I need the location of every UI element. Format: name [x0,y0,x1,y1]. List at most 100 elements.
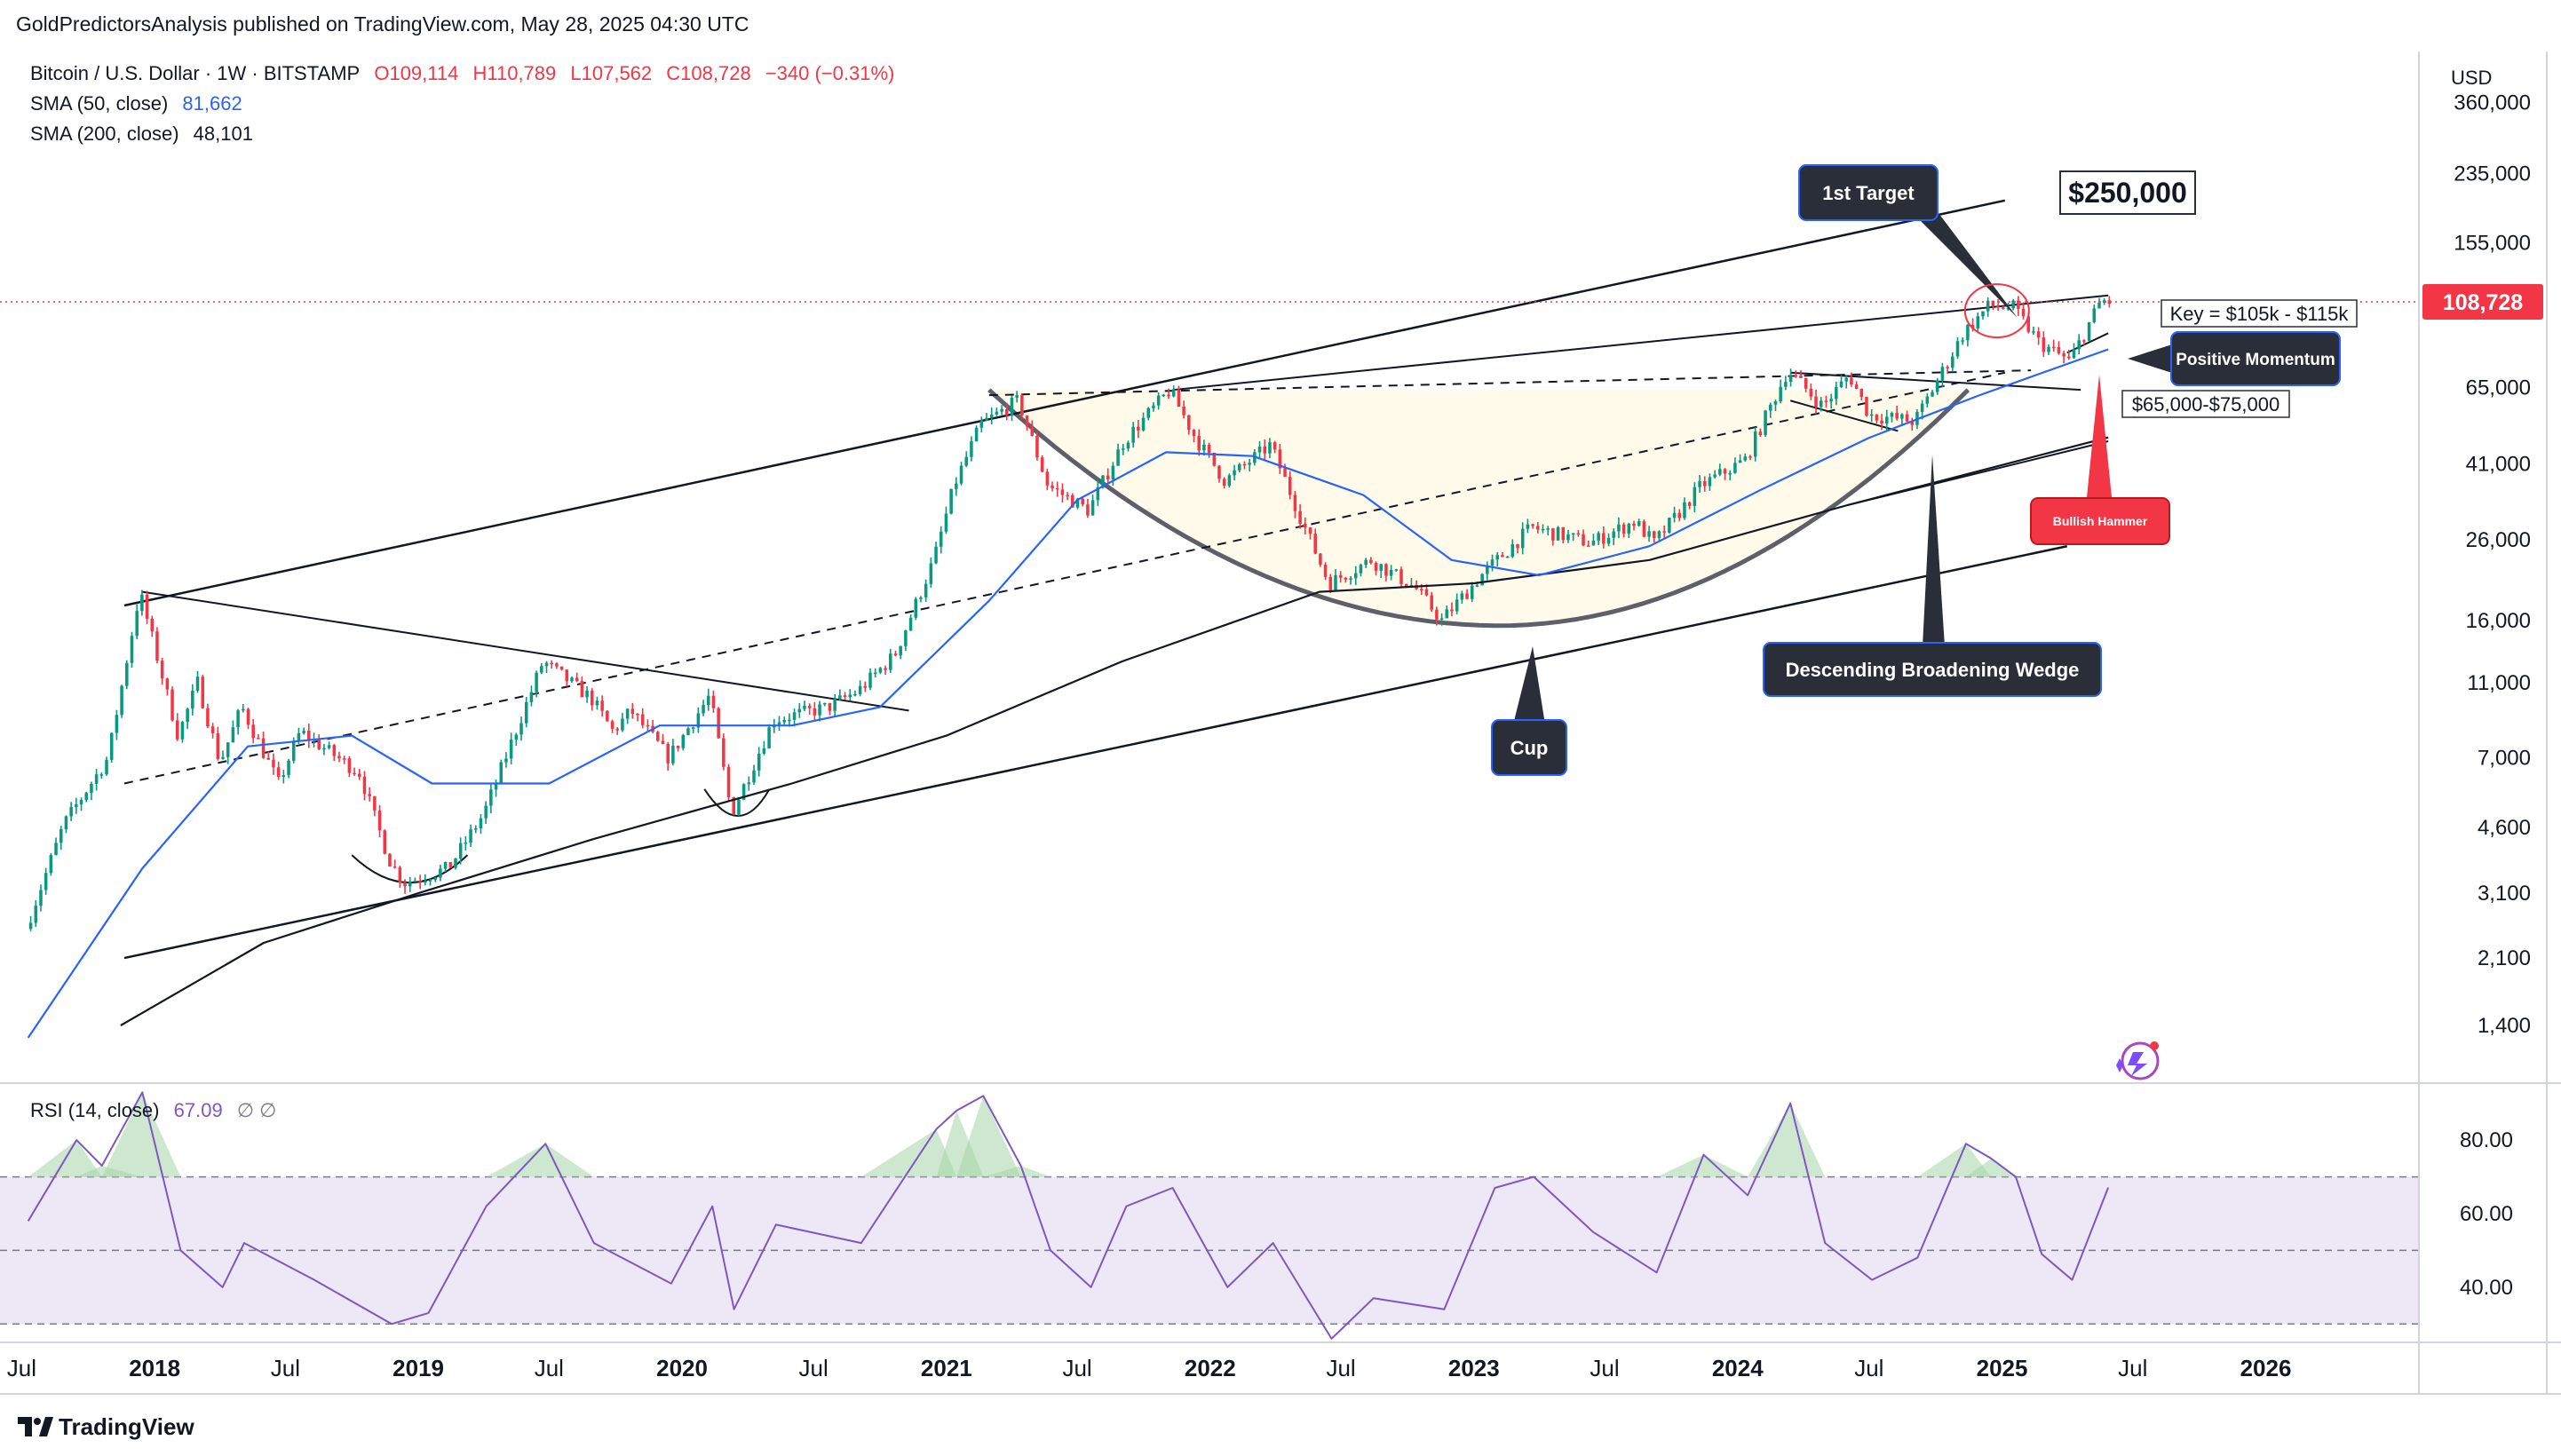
candle [1687,501,1692,510]
candle-body [1030,426,1035,436]
wedge-lower-line [1789,400,1899,432]
candle [1672,506,1677,523]
rsi-overbought-fill [1748,1103,1826,1177]
candle-body [1723,469,1727,474]
candle-body [2011,300,2015,309]
candle [195,670,200,693]
candle [1875,414,1879,424]
candle [1156,392,1161,410]
dashed-midline [123,371,2006,785]
first-target-callout[interactable]: 1st Target [1798,164,1939,221]
candle [392,859,397,869]
candle-body [1854,384,1859,390]
candle [1202,439,1206,456]
candle-body [1192,430,1196,437]
candle-body [797,708,802,713]
rsi-legend[interactable]: RSI (14, close) 67.09 ∅ ∅ [30,1099,276,1122]
candle-body [1597,533,1600,541]
candle-body [125,662,129,686]
candle [1445,605,1449,619]
candle [201,675,204,709]
candle [210,723,215,739]
positive-momentum-callout[interactable]: Positive Momentum [2170,331,2341,386]
candle-body [1925,396,1930,404]
cup-callout[interactable]: Cup [1491,719,1567,776]
candle [1435,606,1439,626]
candle [266,751,271,761]
candle [1192,429,1196,443]
candle-body [1227,475,1232,487]
candle-body [1835,387,1838,400]
time-tick-label: 2018 [129,1355,180,1381]
wedge-callout[interactable]: Descending Broadening Wedge [1763,642,2102,697]
candle-body [1829,399,1833,402]
candle-body [711,695,716,708]
candle [1516,543,1519,554]
candle [1298,503,1302,529]
symbol-legend[interactable]: Bitcoin / U.S. Dollar · 1W · BITSTAMP O1… [30,62,903,85]
candle [1910,417,1915,431]
channel-lower-line [123,544,2068,960]
price-tick-label: 2,100 [2478,946,2531,970]
candle [1490,554,1495,572]
currency-label: USD [2451,67,2492,89]
candle [873,668,877,678]
candle [358,769,361,780]
rsi-tick-label: 40.00 [2460,1276,2513,1300]
candle [924,579,928,602]
candle-body [1040,457,1044,472]
candle [1126,440,1130,452]
close-value: C108,728 [666,62,751,84]
candle-body [1470,585,1474,599]
candle-body [1137,426,1140,431]
candle [54,837,58,856]
sma200-legend[interactable]: SMA (200, close) 48,101 [30,123,262,146]
candle [75,797,78,814]
candle-body [1167,394,1170,397]
sma50-legend[interactable]: SMA (50, close) 81,662 [30,92,251,115]
candle-body [559,666,564,670]
candle-body [337,756,341,759]
candle [1137,420,1140,439]
candle [1319,552,1322,567]
candle-body [439,868,442,878]
candle [281,770,286,784]
candle [1602,526,1606,549]
candle-body [722,738,725,767]
trendlines [123,199,2109,960]
candle [1905,410,1909,423]
candle-body [99,774,104,776]
tradingview-logo[interactable]: TradingView [18,1413,194,1441]
candle-body [2062,352,2065,357]
candle-body [737,799,741,815]
candle [1000,405,1003,415]
candle [362,771,367,801]
candle [327,741,331,750]
candle [1389,565,1393,581]
candle-body [130,636,134,663]
candle-body [1171,389,1176,397]
candle-body [630,708,635,715]
sma50-value: 81,662 [182,92,242,115]
candle [1051,481,1054,492]
target-price-label: $250,000 [2068,177,2186,209]
candle-body [2032,331,2035,333]
candle-body [1850,377,1853,385]
cup-fill [988,390,1969,626]
candle-body [848,694,852,698]
candle-body [893,653,898,656]
candle-body [570,677,574,682]
candle [398,866,402,888]
rsi-value: 67.09 [173,1099,223,1121]
rsi-tick-label: 80.00 [2460,1128,2513,1152]
candle-body [949,488,953,514]
symbol-name: Bitcoin / U.S. Dollar · 1W · BITSTAMP [30,62,361,84]
candle [929,558,933,588]
bullish-hammer-callout[interactable]: Bullish Hammer [2030,497,2170,545]
candle-body [322,748,326,750]
candle [1850,372,1853,387]
candle-body [762,748,766,754]
candle [899,645,902,660]
sparkle-icon[interactable] [2116,1041,2160,1080]
candle [509,732,513,765]
